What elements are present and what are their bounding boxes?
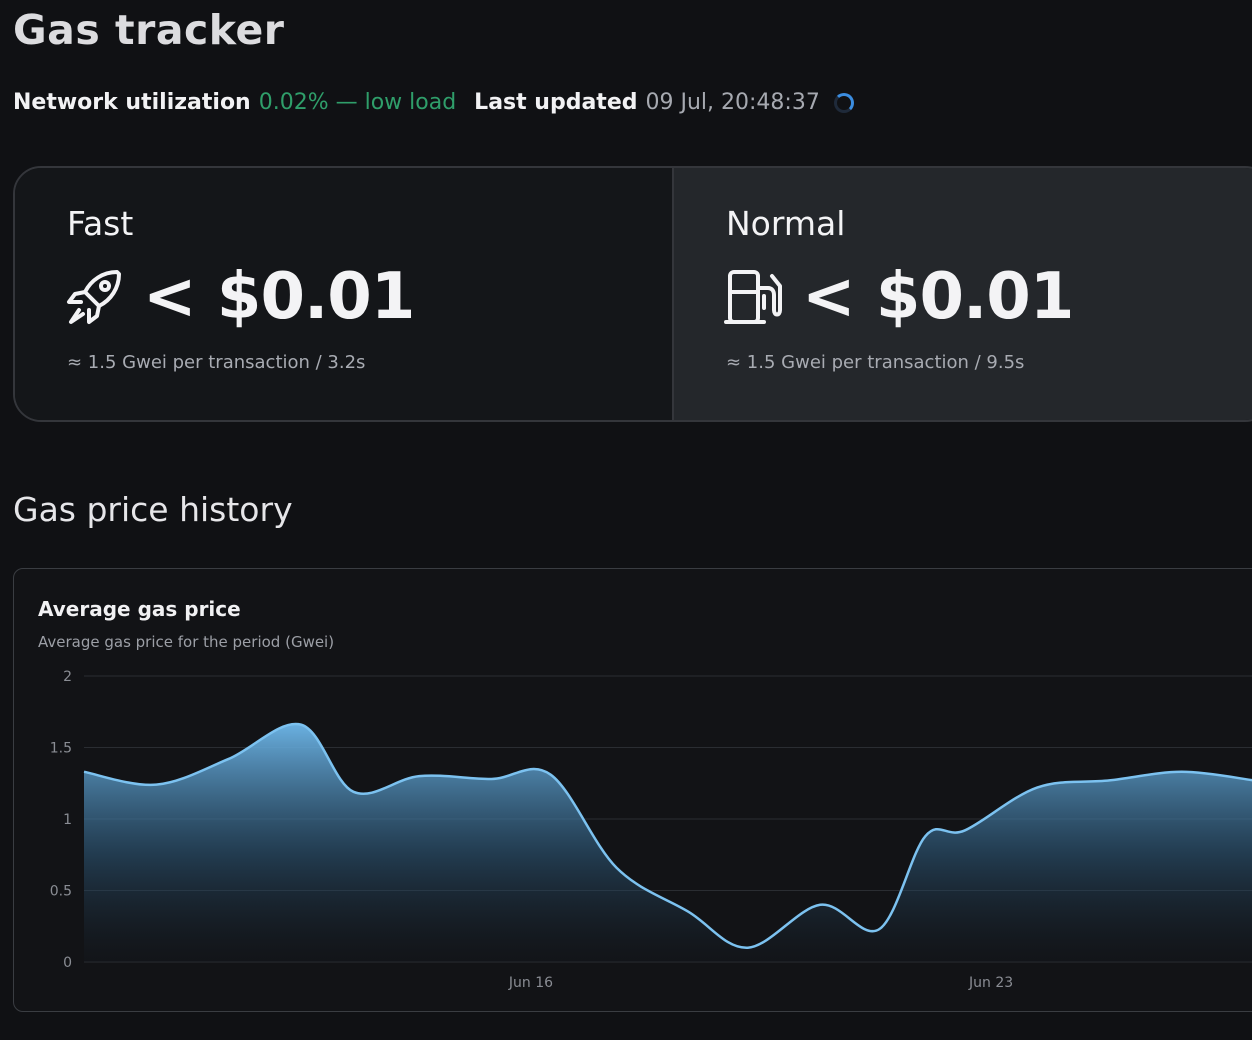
fast-detail: ≈ 1.5 Gwei per transaction / 3.2s [67, 352, 366, 373]
fast-card-name: Fast [67, 204, 134, 243]
fast-price: < $0.01 [143, 260, 415, 334]
chart-subtitle: Average gas price for the period (Gwei) [38, 633, 335, 651]
chart-plot-area: 2 1.5 1 0.5 0 Jun 16 Jun 23 [50, 669, 1252, 991]
fast-price-row: < $0.01 [65, 260, 415, 334]
network-status: Network utilization 0.02% — low load Las… [13, 90, 854, 115]
x-tick-label: Jun 16 [508, 975, 553, 991]
chart-area-fill [84, 723, 1252, 962]
utilization-label: Network utilization [13, 90, 251, 115]
normal-price-row: < $0.01 [724, 260, 1074, 334]
last-updated-value: 09 Jul, 20:48:37 [645, 90, 820, 115]
loading-spinner-icon [833, 92, 854, 113]
normal-price: < $0.01 [802, 260, 1074, 334]
y-tick-label: 1.5 [50, 741, 72, 757]
y-tick-label: 0.5 [50, 884, 72, 900]
y-tick-label: 2 [63, 669, 72, 685]
normal-card-name: Normal [726, 204, 846, 243]
y-tick-label: 0 [63, 955, 72, 971]
history-section-title: Gas price history [13, 490, 293, 529]
chart-title: Average gas price [38, 597, 241, 621]
utilization-value: 0.02% — low load [258, 90, 457, 115]
normal-detail: ≈ 1.5 Gwei per transaction / 9.5s [726, 352, 1025, 373]
rocket-icon [67, 270, 121, 324]
gas-price-cards: Fast < $0.01 ≈ 1.5 Gwei per transaction … [13, 166, 1252, 422]
normal-card: Normal < $0.01 ≈ 1.5 Gwei per transactio… [674, 168, 1252, 420]
page-title: Gas tracker [13, 6, 285, 54]
last-updated-label: Last updated [474, 90, 638, 115]
x-tick-label: Jun 23 [968, 975, 1013, 991]
chart-series-line [83, 722, 1252, 949]
fuel-pump-icon [724, 270, 782, 324]
average-gas-price-chart: Average gas price Average gas price for … [13, 568, 1252, 1012]
fast-card: Fast < $0.01 ≈ 1.5 Gwei per transaction … [15, 168, 674, 420]
y-tick-label: 1 [63, 812, 72, 828]
